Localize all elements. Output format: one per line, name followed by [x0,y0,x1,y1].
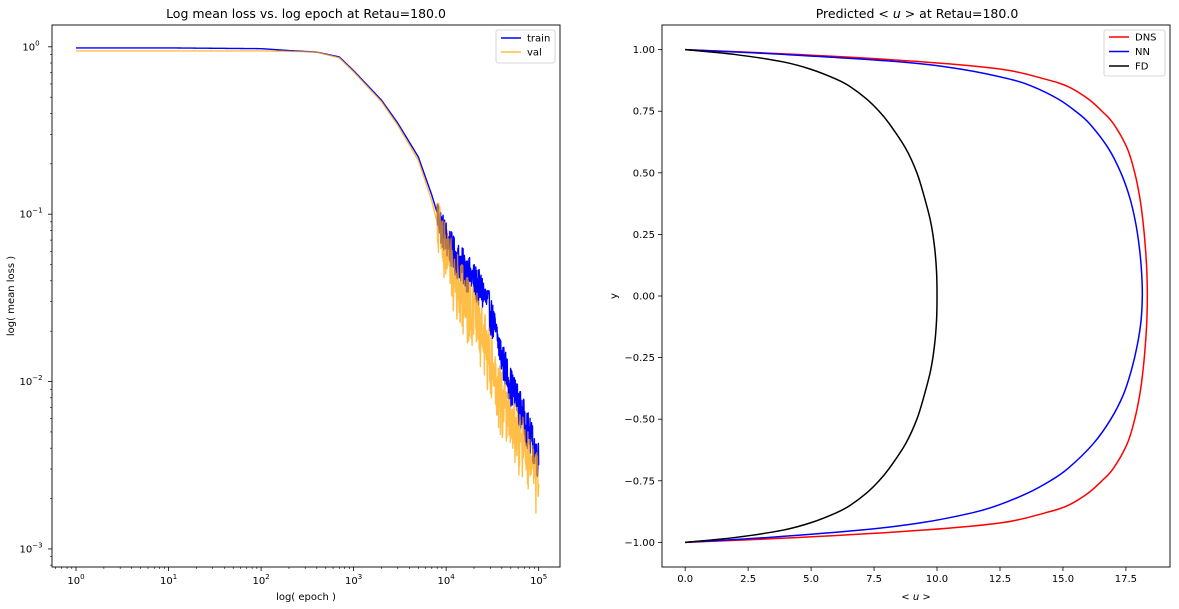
velocity-chart-ticks: 0.0 2.5 5.0 7.5 10.0 12.5 15.0 17.5 1.00 0.75 0.50… [624,45,1137,585]
series-line-train [75,47,540,477]
y-tick-label: −1.00 [624,538,655,549]
loss-chart-frame [51,24,561,568]
x-tick-label: 7.5 [866,574,882,585]
tick-exp: −3 [32,541,42,549]
velocity-title-expr: < u > [878,6,915,21]
y-tick-label: 100 [22,39,39,53]
tick-base: 10 [67,576,80,587]
y-tick-label: 0.25 [633,230,655,241]
y-tick-label: 10−1 [19,207,42,221]
velocity-chart: Predicted < u > at Retau=180.0 0.0 2.5 5.0… [609,6,1171,603]
y-tick-label: 0.00 [633,292,655,303]
tick-base: 10 [19,544,32,555]
loss-chart-legend: train val [495,29,556,64]
x-tick-label: 0.0 [677,574,693,585]
x-tick-label: 12.5 [989,574,1011,585]
tick-base: 10 [252,576,265,587]
tick-exp: 5 [543,573,547,581]
x-tick-label: 2.5 [740,574,756,585]
velocity-chart-series-group [685,48,1149,544]
loss-chart: Log mean loss vs. log epoch at Retau=180… [6,6,561,603]
velocity-title-post: at Retau=180.0 [915,6,1018,21]
y-tick-label: −0.25 [624,353,655,364]
tick-exp: 4 [450,573,455,581]
y-tick-label: 0.75 [633,107,655,118]
tick-base: 10 [19,377,32,388]
legend-label-NN: NN [1135,47,1150,58]
y-tick-label: 1.00 [633,45,655,56]
x-tick-label: 101 [160,573,177,587]
velocity-chart-ylabel: y [609,293,620,299]
y-tick-label: 10−3 [19,541,42,555]
legend-label-val: val [527,48,542,59]
legend-label-DNS: DNS [1135,33,1157,44]
tick-base: 10 [345,576,358,587]
x-tick-label: 17.5 [1115,574,1137,585]
loss-chart-series-group [75,47,540,514]
tick-exp: −2 [32,374,42,382]
x-tick-label: 15.0 [1052,574,1074,585]
velocity-chart-title: Predicted < u > at Retau=180.0 [816,6,1019,21]
tick-base: 10 [160,576,173,587]
tick-exp: −1 [32,207,42,215]
velocity-chart-frame [661,24,1171,568]
velocity-legend-box [1103,29,1166,77]
tick-exp: 0 [35,39,39,47]
tick-base: 10 [19,210,32,221]
loss-chart-ylabel: log( mean loss ) [6,256,17,336]
series-line-FD [685,48,938,544]
tick-exp: 0 [80,573,84,581]
x-tick-label: 102 [252,573,269,587]
x-tick-label: 105 [530,573,547,587]
y-tick-label: −0.50 [624,415,655,426]
tick-base: 10 [438,576,451,587]
tick-exp: 2 [265,573,269,581]
y-tick-label: 10−2 [19,374,42,388]
velocity-chart-xlabel: < u > [901,592,930,603]
velocity-chart-legend: DNS NN FD [1103,29,1166,77]
series-line-DNS [685,48,1149,544]
x-tick-label: 104 [438,573,456,587]
y-tick-label: 0.50 [633,168,655,179]
series-line-val [75,50,540,514]
x-tick-label: 100 [67,573,84,587]
loss-chart-title: Log mean loss vs. log epoch at Retau=180… [166,6,446,21]
x-tick-label: 5.0 [803,574,819,585]
tick-exp: 1 [173,573,177,581]
x-tick-label: 103 [345,573,362,587]
velocity-title-pre: Predicted [816,6,879,21]
tick-exp: 3 [358,573,362,581]
legend-label-train: train [527,34,550,45]
tick-base: 10 [22,42,35,53]
series-line-NN [685,48,1144,544]
x-tick-label: 10.0 [926,574,948,585]
tick-base: 10 [530,576,543,587]
loss-chart-xlabel: log( epoch ) [276,592,336,603]
y-tick-label: −0.75 [624,476,655,487]
legend-label-FD: FD [1135,62,1149,73]
